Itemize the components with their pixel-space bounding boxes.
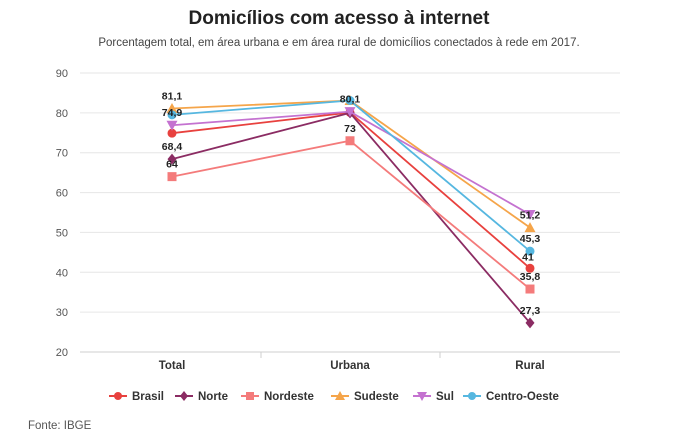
x-tick-label: Rural bbox=[515, 360, 544, 372]
marker-point bbox=[335, 391, 345, 400]
marker-point bbox=[167, 128, 177, 138]
data-label: 68,4 bbox=[162, 141, 183, 153]
chart-subtitle: Porcentagem total, em área urbana e em á… bbox=[98, 37, 580, 49]
y-tick-label: 30 bbox=[56, 307, 68, 319]
y-tick-label: 70 bbox=[56, 148, 68, 160]
source-note: Fonte: IBGE bbox=[28, 420, 92, 432]
marker-point bbox=[180, 391, 188, 401]
marker-point bbox=[167, 153, 177, 165]
marker-point bbox=[167, 110, 177, 120]
y-tick-label: 80 bbox=[56, 108, 68, 120]
y-tick-label: 60 bbox=[56, 188, 68, 200]
data-label: 80,1 bbox=[340, 94, 361, 106]
marker-point bbox=[167, 172, 177, 182]
axes: 20 30 40 50 60 70 80 90 Total Urbana Rural bbox=[56, 68, 620, 372]
marker-point bbox=[114, 392, 122, 400]
y-tick-label: 90 bbox=[56, 68, 68, 80]
legend-label: Norte bbox=[198, 391, 228, 403]
marker-point bbox=[246, 392, 254, 400]
marker-point bbox=[468, 392, 476, 400]
marker-point bbox=[345, 96, 355, 106]
data-label: 27,3 bbox=[520, 305, 541, 317]
marker-point bbox=[525, 263, 535, 273]
x-tick-label: Total bbox=[159, 360, 186, 372]
data-label: 73 bbox=[344, 123, 356, 135]
marker-point bbox=[344, 107, 356, 118]
legend: Brasil Norte Nordeste Sudeste Sul Centro-Oest… bbox=[109, 391, 559, 403]
data-label: 35,8 bbox=[520, 271, 541, 283]
marker-point bbox=[166, 102, 178, 113]
data-label: 64 bbox=[166, 159, 178, 171]
y-tick-label: 50 bbox=[56, 227, 68, 239]
x-tick-label: Urbana bbox=[330, 360, 370, 372]
data-label: 81,1 bbox=[162, 90, 183, 102]
chart-title: Domicílios com acesso à internet bbox=[188, 8, 490, 29]
legend-label: Sul bbox=[436, 391, 454, 403]
y-tick-label: 20 bbox=[56, 347, 68, 359]
marker-point bbox=[524, 222, 536, 233]
marker-point bbox=[525, 284, 535, 294]
data-labels: 41 68,4 27,3 64 73 35,8 81,1 51,2 74,9 80,1 45,3 bbox=[162, 90, 541, 316]
series-lines bbox=[166, 95, 536, 329]
data-label: 51,2 bbox=[520, 210, 541, 222]
data-label: 74,9 bbox=[162, 107, 183, 119]
series-line-sudeste bbox=[171, 99, 531, 229]
data-label: 41 bbox=[522, 251, 534, 263]
series-line-nordeste bbox=[171, 139, 531, 290]
legend-label: Sudeste bbox=[354, 391, 399, 403]
legend-label: Centro-Oeste bbox=[486, 391, 559, 403]
data-label: 45,3 bbox=[520, 233, 541, 245]
y-tick-label: 40 bbox=[56, 267, 68, 279]
marker-point bbox=[166, 120, 178, 131]
marker-point bbox=[417, 392, 427, 401]
marker-point bbox=[525, 317, 535, 329]
marker-point bbox=[524, 209, 536, 220]
legend-label: Nordeste bbox=[264, 391, 314, 403]
marker-point bbox=[525, 246, 535, 256]
marker-point bbox=[345, 136, 355, 146]
legend-label: Brasil bbox=[132, 391, 164, 403]
